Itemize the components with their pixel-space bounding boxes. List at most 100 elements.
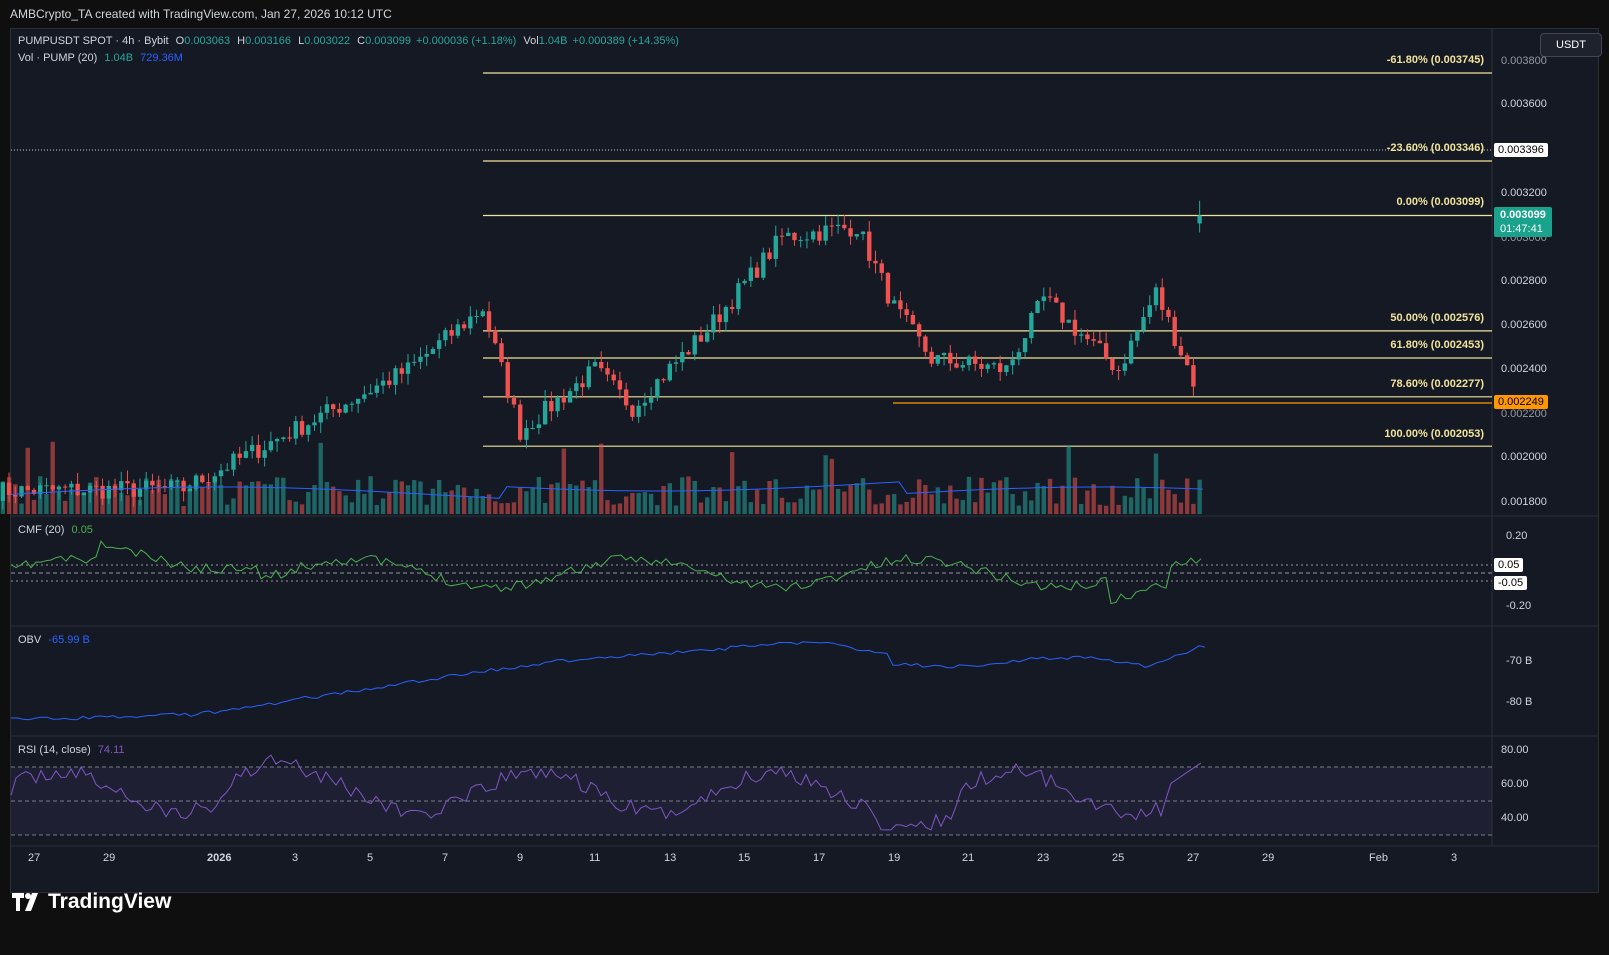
volume-bar xyxy=(655,505,660,514)
candle-body xyxy=(1178,345,1184,356)
candle-body xyxy=(412,361,417,363)
volume-bar xyxy=(605,500,610,514)
candle-body xyxy=(1197,215,1202,224)
volume-bar xyxy=(1091,484,1096,514)
candle-body xyxy=(274,438,280,442)
candle-body xyxy=(474,316,479,318)
volume-bar xyxy=(1116,504,1121,514)
volume-bar xyxy=(455,484,461,514)
volume-bar xyxy=(1178,502,1184,514)
cmf-value: 0.05 xyxy=(71,524,93,536)
volume-bar xyxy=(1135,478,1140,514)
candle-body xyxy=(705,332,710,342)
tradingview-brand[interactable]: TradingView xyxy=(12,889,171,915)
volume-bar xyxy=(923,484,928,514)
cmf-line xyxy=(10,540,1202,605)
volume-bar xyxy=(81,493,87,514)
volume-bar xyxy=(1160,479,1165,514)
volume-bar xyxy=(829,458,835,514)
time-axis-label: 11 xyxy=(589,852,601,864)
candle-body xyxy=(661,379,666,381)
volume-bar xyxy=(723,501,729,514)
volume-bar xyxy=(94,477,99,514)
volume-bar xyxy=(817,489,822,514)
volume-bar xyxy=(530,487,535,514)
volume-bar xyxy=(1041,485,1046,514)
candle-body xyxy=(1097,340,1103,344)
candle-body xyxy=(443,330,448,341)
fib-label: -23.60% (0.003346) xyxy=(1386,142,1484,154)
candle-body xyxy=(717,314,722,323)
fib-label: -61.80% (0.003745) xyxy=(1386,54,1484,66)
volume-bar xyxy=(1072,477,1078,514)
candle-body xyxy=(742,280,747,284)
candle-body xyxy=(1147,305,1152,317)
volume-bar xyxy=(848,485,853,514)
rsi-axis-label: 80.00 xyxy=(1501,744,1529,756)
volume-bar xyxy=(387,492,392,514)
candle-body xyxy=(1166,309,1171,317)
volume-bar xyxy=(368,476,373,514)
candle-body xyxy=(318,412,323,423)
volume-bar xyxy=(162,494,168,514)
volume-bar xyxy=(1128,497,1134,514)
volume-bar xyxy=(1010,493,1015,514)
volume-bar xyxy=(412,480,417,514)
candle-body xyxy=(1079,334,1084,336)
candle-body xyxy=(424,353,429,357)
volume-bar xyxy=(935,487,941,514)
candle-body xyxy=(985,364,990,369)
candle-body xyxy=(524,428,529,440)
volume-bar xyxy=(249,481,255,514)
candle-body xyxy=(542,400,548,425)
volume-bar xyxy=(424,504,429,514)
candle-body xyxy=(1066,319,1071,323)
candle-body xyxy=(929,351,934,364)
volume-bar xyxy=(1066,445,1071,514)
candle-body xyxy=(449,330,454,336)
candle-body xyxy=(331,404,336,410)
candle-body xyxy=(692,335,697,355)
candle-body xyxy=(1022,338,1028,353)
candle-body xyxy=(237,453,242,458)
volume-bar xyxy=(499,503,504,514)
chart-frame[interactable] xyxy=(10,28,1599,893)
volume-bar xyxy=(262,484,267,514)
candle-body xyxy=(1116,369,1121,371)
volume-bar xyxy=(324,481,330,514)
dotted-level-tag: 0.003396 xyxy=(1494,143,1548,157)
volume-bar xyxy=(193,477,199,514)
volume-bar xyxy=(542,502,548,514)
time-axis-label: 3 xyxy=(292,852,299,864)
candle-body xyxy=(1191,365,1196,387)
volume-bar xyxy=(449,490,454,514)
volume-bar xyxy=(842,491,847,514)
volume-bar xyxy=(212,477,217,514)
candle-body xyxy=(729,307,735,309)
volume-bar xyxy=(181,505,186,514)
candle-body xyxy=(206,482,211,484)
candle-body xyxy=(536,424,542,429)
volume-bar xyxy=(711,487,716,514)
volume-bar xyxy=(1197,479,1202,514)
volume-bar xyxy=(586,487,591,514)
obv-axis-label: -80 B xyxy=(1506,696,1533,708)
volume-bar xyxy=(966,476,972,514)
candle-body xyxy=(1054,297,1059,303)
candle-body xyxy=(312,422,317,426)
volume-bar xyxy=(1122,495,1128,514)
currency-button[interactable]: USDT xyxy=(1540,33,1602,57)
candle-body xyxy=(617,380,623,390)
volume-bar xyxy=(792,502,797,514)
candle-body xyxy=(1141,316,1146,331)
time-axis-label: 27 xyxy=(1187,852,1200,864)
volume-bar xyxy=(480,495,485,514)
candle-body xyxy=(798,240,803,242)
candle-body xyxy=(1060,302,1065,323)
volume-bar xyxy=(698,502,704,514)
volume-bar xyxy=(69,489,74,514)
candle-body xyxy=(736,283,741,309)
candle-body xyxy=(667,363,672,381)
candle-body xyxy=(343,404,348,413)
